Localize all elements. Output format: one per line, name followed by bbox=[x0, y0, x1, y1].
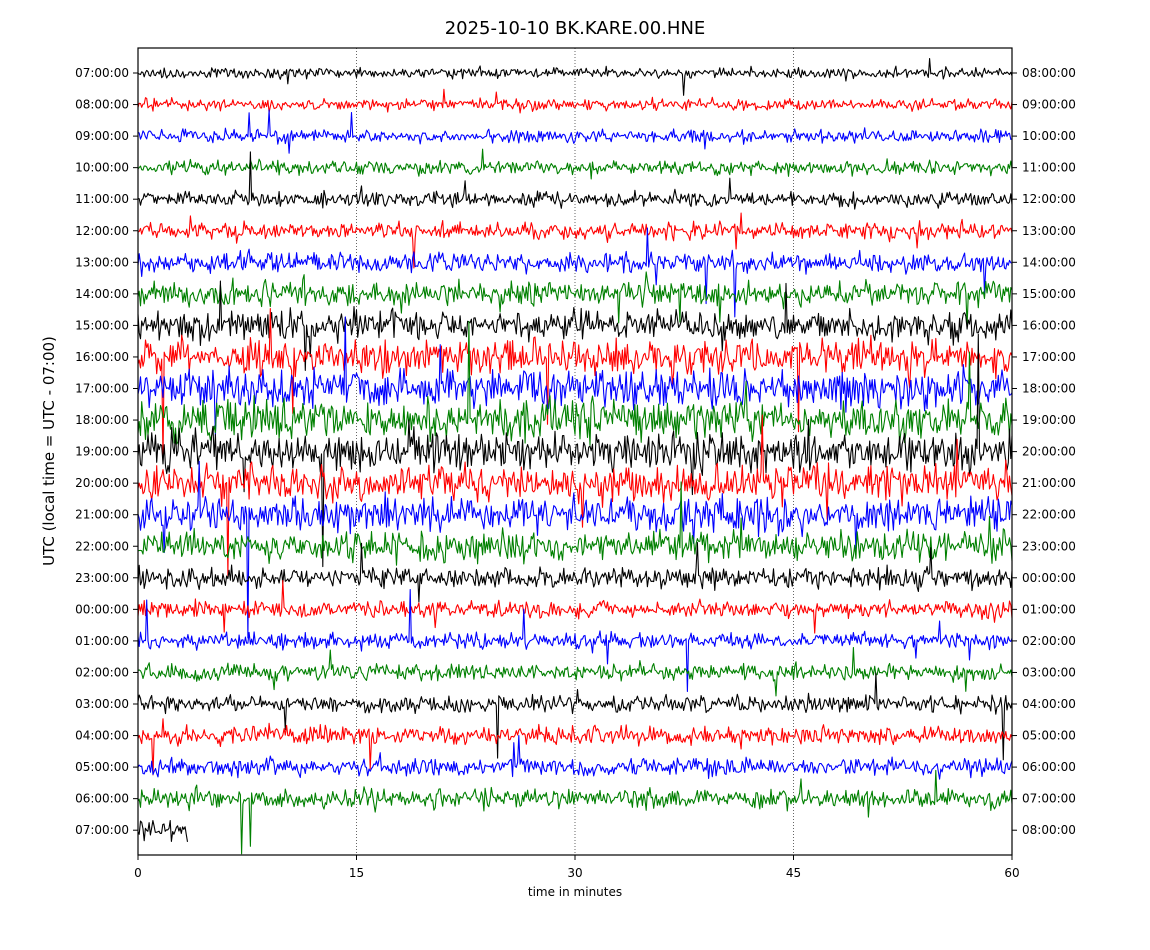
trace-13 bbox=[137, 414, 1013, 577]
trace-15 bbox=[137, 481, 1013, 566]
y-tick-right-label-12: 20:00:00 bbox=[1022, 445, 1076, 459]
y-tick-left-label-7: 14:00:00 bbox=[75, 287, 129, 301]
y-tick-right-label-19: 03:00:00 bbox=[1022, 665, 1076, 679]
y-tick-left-label-13: 20:00:00 bbox=[75, 476, 129, 490]
y-tick-right-label-13: 21:00:00 bbox=[1022, 476, 1076, 490]
trace-12 bbox=[137, 333, 1013, 568]
y-tick-left-label-9: 16:00:00 bbox=[75, 350, 129, 364]
y-tick-left-label-3: 10:00:00 bbox=[75, 161, 129, 175]
trace-1 bbox=[137, 88, 1013, 114]
trace-18 bbox=[137, 588, 1013, 693]
y-tick-left-label-1: 08:00:00 bbox=[75, 98, 129, 112]
y-tick-right-label-9: 17:00:00 bbox=[1022, 350, 1076, 364]
y-tick-right-label-4: 12:00:00 bbox=[1022, 192, 1076, 206]
y-tick-left-label-5: 12:00:00 bbox=[75, 224, 129, 238]
y-tick-left-label-15: 22:00:00 bbox=[75, 539, 129, 553]
trace-7 bbox=[137, 271, 1013, 327]
y-tick-left-label-4: 11:00:00 bbox=[75, 192, 129, 206]
trace-9 bbox=[137, 308, 1013, 461]
trace-2 bbox=[137, 109, 1013, 154]
y-tick-left-label-6: 13:00:00 bbox=[75, 255, 129, 269]
x-tick-label-0: 0 bbox=[134, 866, 142, 880]
trace-3 bbox=[137, 148, 1013, 180]
y-tick-left-label-8: 15:00:00 bbox=[75, 318, 129, 332]
y-tick-right-label-2: 10:00:00 bbox=[1022, 129, 1076, 143]
trace-11 bbox=[137, 320, 1013, 446]
y-tick-right-label-10: 18:00:00 bbox=[1022, 382, 1076, 396]
x-axis-label: time in minutes bbox=[528, 885, 622, 899]
y-tick-left-label-20: 03:00:00 bbox=[75, 697, 129, 711]
y-tick-left-label-10: 17:00:00 bbox=[75, 382, 129, 396]
trace-6 bbox=[137, 227, 1013, 318]
y-tick-left-label-16: 23:00:00 bbox=[75, 571, 129, 585]
y-tick-right-label-22: 06:00:00 bbox=[1022, 760, 1076, 774]
trace-23 bbox=[137, 769, 1013, 855]
trace-4 bbox=[137, 151, 1013, 210]
y-tick-left-label-24: 07:00:00 bbox=[75, 823, 129, 837]
y-ticks-left: 07:00:00 08:00:00 09:00:00 10:00:00 11:00:00… bbox=[75, 66, 138, 837]
y-tick-right-label-11: 19:00:00 bbox=[1022, 413, 1076, 427]
y-ticks-right: 08:00:00 09:00:00 10:00:00 11:00:00 12:00:00… bbox=[1012, 66, 1076, 837]
y-tick-left-label-12: 19:00:00 bbox=[75, 445, 129, 459]
x-ticks: 0 15 30 45 60 bbox=[134, 855, 1020, 880]
chart-title: 2025-10-10 BK.KARE.00.HNE bbox=[445, 18, 706, 39]
x-tick-label-3: 45 bbox=[786, 866, 801, 880]
y-tick-left-label-18: 01:00:00 bbox=[75, 634, 129, 648]
y-tick-right-label-5: 13:00:00 bbox=[1022, 224, 1076, 238]
y-tick-right-label-15: 23:00:00 bbox=[1022, 539, 1076, 553]
y-tick-right-label-16: 00:00:00 bbox=[1022, 571, 1076, 585]
y-tick-left-label-0: 07:00:00 bbox=[75, 66, 129, 80]
y-tick-left-label-19: 02:00:00 bbox=[75, 665, 129, 679]
trace-14 bbox=[137, 460, 1013, 639]
trace-24 bbox=[137, 820, 189, 842]
y-tick-right-label-1: 09:00:00 bbox=[1022, 98, 1076, 112]
y-tick-right-label-0: 08:00:00 bbox=[1022, 66, 1076, 80]
trace-5 bbox=[137, 212, 1013, 269]
y-tick-right-label-21: 05:00:00 bbox=[1022, 729, 1076, 743]
y-tick-right-label-17: 01:00:00 bbox=[1022, 602, 1076, 616]
x-tick-label-1: 15 bbox=[349, 866, 364, 880]
y-tick-right-label-8: 16:00:00 bbox=[1022, 318, 1076, 332]
y-tick-right-label-18: 02:00:00 bbox=[1022, 634, 1076, 648]
y-tick-left-label-17: 00:00:00 bbox=[75, 602, 129, 616]
y-tick-left-label-22: 05:00:00 bbox=[75, 760, 129, 774]
y-tick-right-label-24: 08:00:00 bbox=[1022, 823, 1076, 837]
y-tick-right-label-7: 15:00:00 bbox=[1022, 287, 1076, 301]
y-tick-right-label-14: 22:00:00 bbox=[1022, 508, 1076, 522]
grid-lines bbox=[356, 48, 794, 855]
trace-19 bbox=[137, 646, 1013, 697]
trace-8 bbox=[137, 280, 1013, 371]
x-tick-label-4: 60 bbox=[1004, 866, 1019, 880]
y-tick-left-label-2: 09:00:00 bbox=[75, 129, 129, 143]
trace-20 bbox=[137, 672, 1013, 761]
y-tick-right-label-3: 11:00:00 bbox=[1022, 161, 1076, 175]
y-tick-right-label-20: 04:00:00 bbox=[1022, 697, 1076, 711]
trace-17 bbox=[137, 580, 1013, 634]
x-tick-label-2: 30 bbox=[567, 866, 582, 880]
y-tick-right-label-23: 07:00:00 bbox=[1022, 792, 1076, 806]
trace-21 bbox=[137, 718, 1013, 776]
y-tick-left-label-23: 06:00:00 bbox=[75, 792, 129, 806]
y-tick-right-label-6: 14:00:00 bbox=[1022, 255, 1076, 269]
y-tick-left-label-11: 18:00:00 bbox=[75, 413, 129, 427]
trace-16 bbox=[137, 542, 1013, 603]
seismic-traces bbox=[137, 58, 1013, 855]
trace-0 bbox=[137, 58, 1013, 96]
y-axis-label: UTC (local time = UTC - 07:00) bbox=[40, 336, 58, 566]
trace-22 bbox=[137, 734, 1013, 780]
y-tick-left-label-21: 04:00:00 bbox=[75, 729, 129, 743]
y-tick-left-label-14: 21:00:00 bbox=[75, 508, 129, 522]
